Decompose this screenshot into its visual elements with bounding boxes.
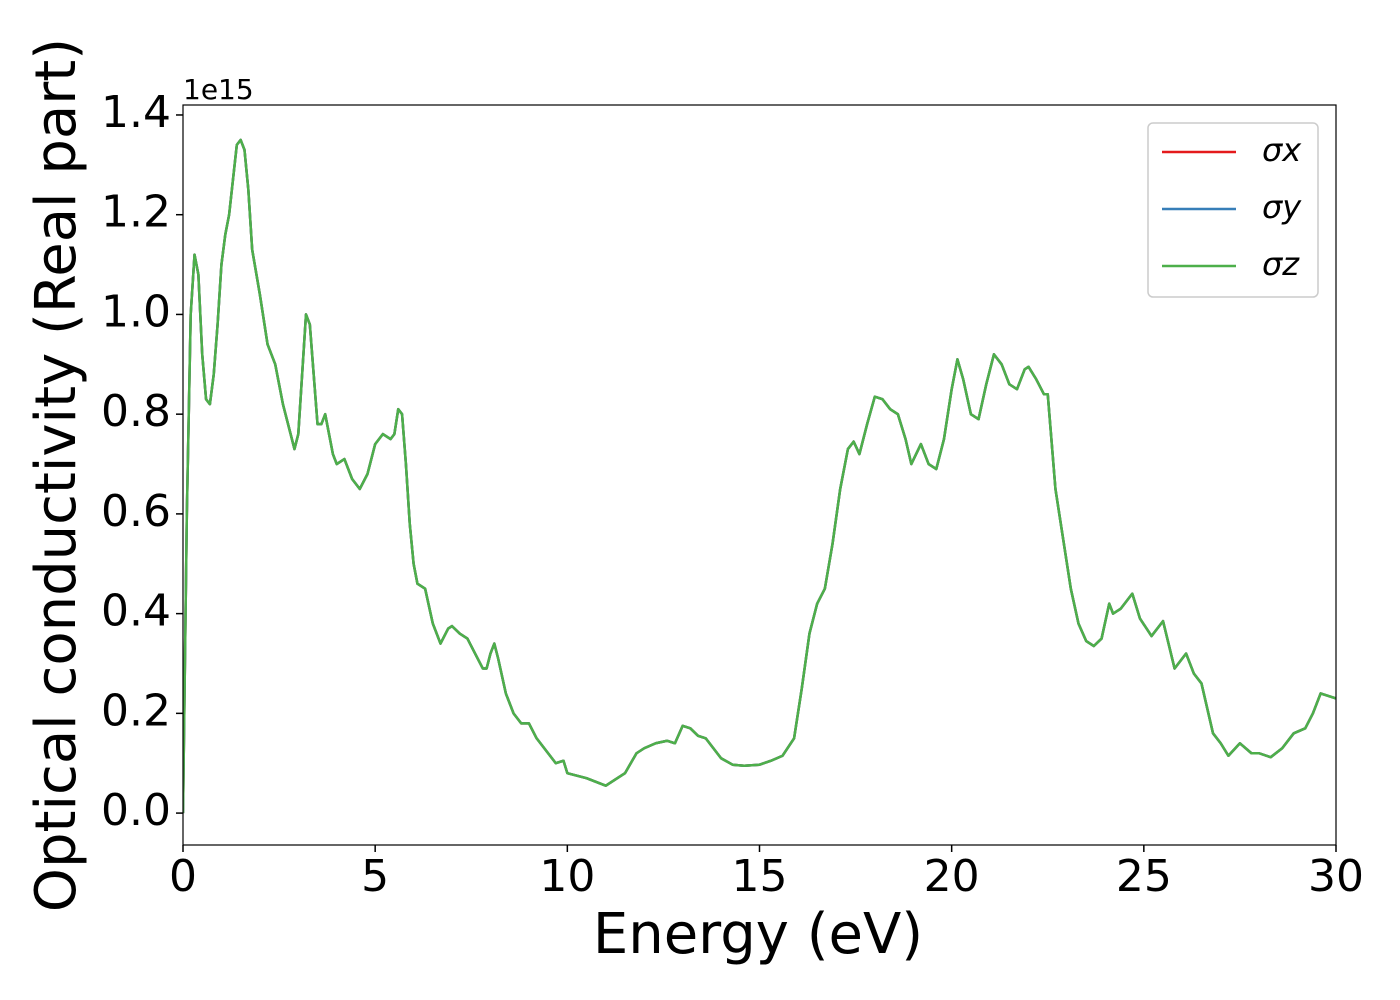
x-tick-label: 0 [169, 851, 197, 902]
y-tick-label: 0.4 [101, 586, 171, 637]
legend-label: σx [1262, 131, 1302, 169]
x-tick-label: 5 [361, 851, 389, 902]
x-tick-label: 20 [924, 851, 980, 902]
x-tick-label: 15 [732, 851, 788, 902]
y-axis-label: Optical conductivity (Real part) [24, 38, 89, 912]
x-axis-label: Energy (eV) [593, 902, 923, 967]
plot-frame [182, 104, 1337, 846]
y-offset-label: 1e15 [183, 73, 254, 106]
plot-area [183, 138, 1336, 814]
legend-label: σz [1262, 245, 1300, 283]
y-tick-label: 0.0 [101, 785, 171, 836]
y-tick-label: 1.4 [101, 87, 171, 138]
y-tick-label: 1.2 [101, 187, 171, 238]
y-tick-label: 0.6 [101, 486, 171, 537]
series-line [183, 138, 1336, 814]
legend-label: σy [1262, 188, 1302, 226]
x-tick-label: 30 [1308, 851, 1364, 902]
y-tick-label: 0.8 [101, 386, 171, 437]
x-tick-label: 25 [1116, 851, 1172, 902]
y-tick-label: 1.0 [101, 286, 171, 337]
y-tick-label: 0.2 [101, 685, 171, 736]
x-tick-label: 10 [539, 851, 595, 902]
